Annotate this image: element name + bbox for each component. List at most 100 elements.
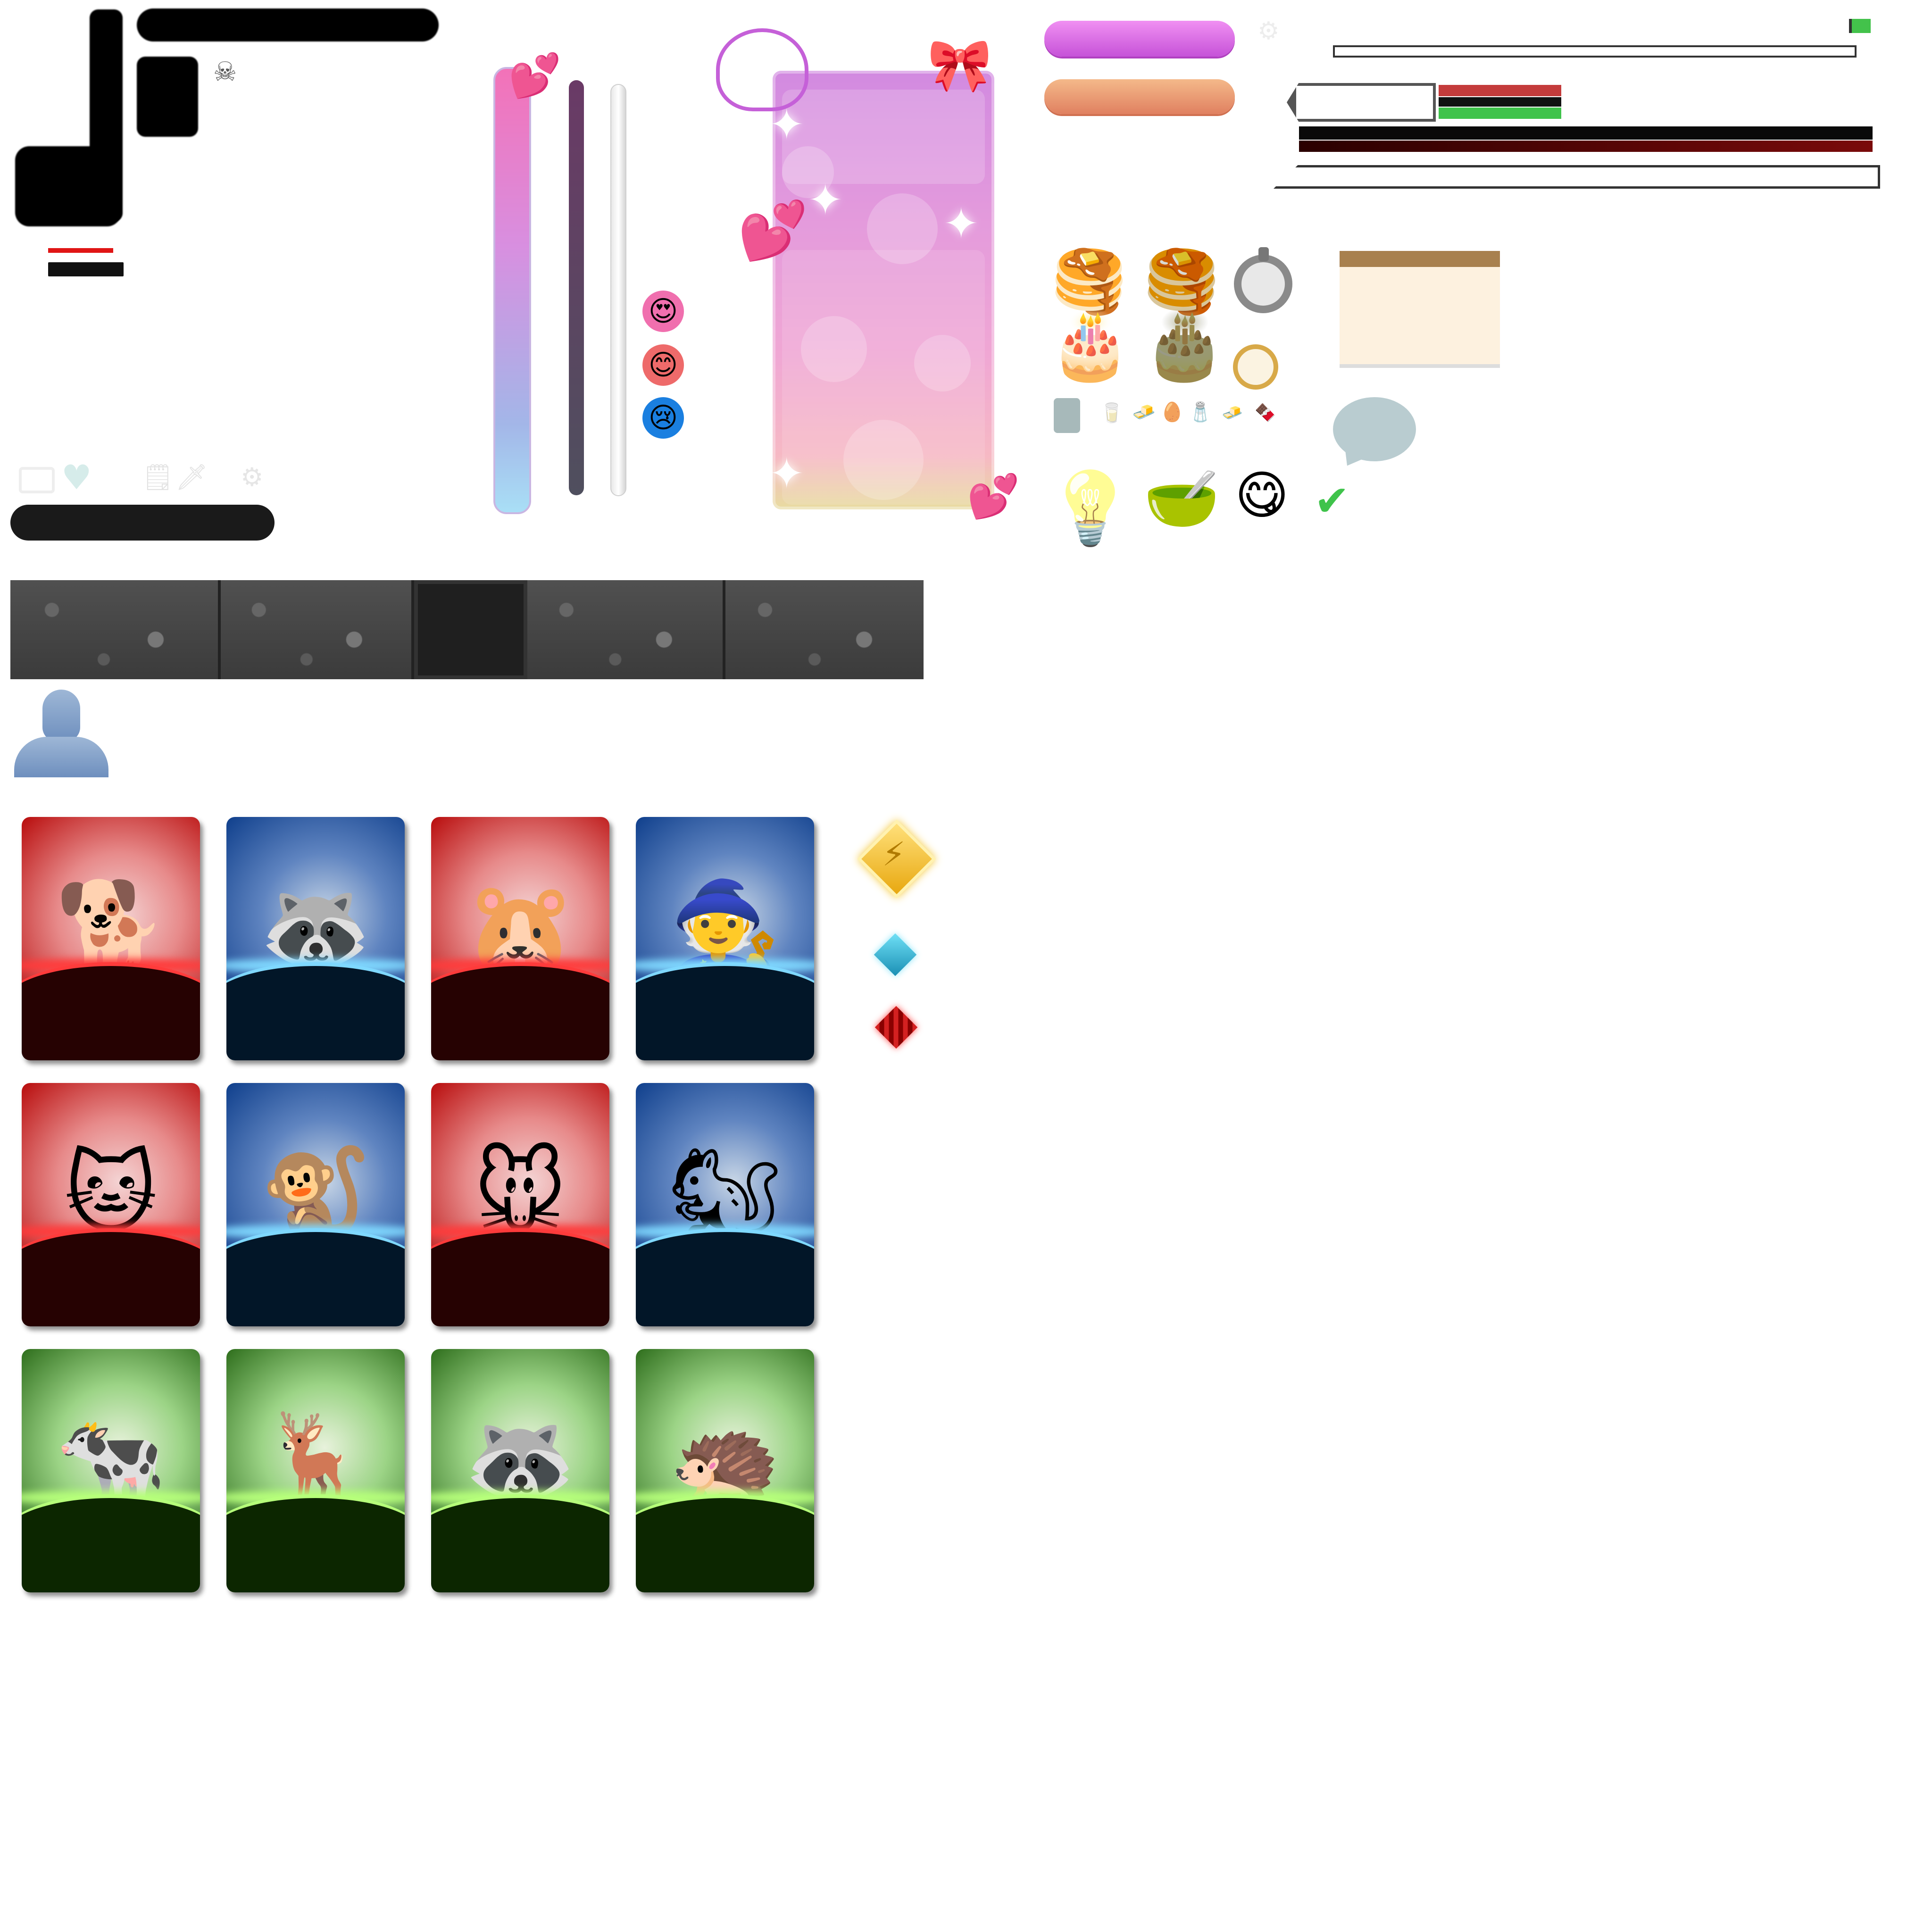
long-black-bar (1299, 126, 1873, 140)
dark-gauge (569, 80, 584, 495)
card-creature-figure: 🦌 (259, 1407, 372, 1512)
card-text-area (226, 962, 405, 1060)
red-line-bar (48, 248, 113, 253)
health-bar-black (1439, 97, 1561, 107)
gear-icon-faint: ⚙ (1257, 17, 1280, 45)
creature-card[interactable]: 🦌 (226, 1349, 405, 1592)
emoji-sad-button[interactable]: 😢 (642, 397, 684, 439)
creature-card[interactable]: 🦝 (431, 1349, 609, 1592)
creature-card[interactable]: 🐄 (22, 1349, 200, 1592)
creature-card[interactable]: 🧙 (636, 817, 814, 1060)
card-creature-figure: 🐒 (259, 1141, 372, 1246)
stone-slot-1[interactable] (10, 580, 221, 679)
card-text-area (22, 1228, 200, 1326)
creature-card[interactable]: 🐕 (22, 817, 200, 1060)
pink-blue-gauge (493, 67, 531, 514)
white-gauge (610, 84, 626, 496)
card-text-area (226, 1228, 405, 1326)
sword-icon[interactable]: 🗡 (175, 462, 208, 492)
red-gem-icon[interactable] (874, 1006, 918, 1049)
avatar-silhouette-icon[interactable] (14, 690, 108, 777)
black-line-bar (48, 262, 124, 276)
redacted-title-stroke (137, 8, 439, 42)
card-creature-figure: 🐄 (55, 1407, 167, 1512)
heart-stickers: 💕 (508, 51, 562, 100)
stone-slot-3[interactable] (527, 580, 725, 679)
stone-slot-selected[interactable] (414, 580, 527, 679)
creature-card[interactable]: 🐒 (226, 1083, 405, 1326)
creature-card[interactable]: 🐿 (636, 1083, 814, 1326)
plate-icon[interactable] (1233, 344, 1278, 390)
emoji-tongue-icon[interactable]: 😋 (1235, 465, 1289, 525)
skull-icon: ☠ (213, 57, 237, 87)
gear-icon[interactable]: ⚙ (241, 462, 264, 492)
ingredient-chocolate-icon[interactable]: 🍫 (1255, 403, 1276, 423)
flag-icon (1849, 19, 1871, 33)
stone-slot-2[interactable] (221, 580, 414, 679)
heart-icon[interactable]: ♥ (61, 458, 92, 497)
heart-sticker-left: 💕 (738, 198, 808, 264)
ingredient-milk-icon[interactable]: 🥛 (1100, 402, 1124, 424)
pink-dialog-panel (773, 71, 994, 509)
frying-pan-handle (1258, 247, 1269, 261)
creature-card[interactable]: 🐭 (431, 1083, 609, 1326)
redacted-square-block (137, 57, 198, 137)
stone-slot-4[interactable] (725, 580, 924, 679)
cake-chocolate-icon[interactable]: 🎂 (1143, 307, 1226, 383)
card-text-area (431, 962, 609, 1060)
creature-card[interactable]: 🦔 (636, 1349, 814, 1592)
creature-card[interactable]: 🦝 (226, 817, 405, 1060)
orange-pill-button[interactable] (1044, 79, 1235, 114)
card-text-area (431, 1228, 609, 1326)
card-text-area (226, 1494, 405, 1592)
ingredient-butter-stick-icon[interactable]: 🧈 (1222, 403, 1243, 423)
lightning-glyph: ⚡ (882, 835, 906, 874)
lightbulb-icon[interactable]: 💡 (1046, 467, 1134, 550)
heart-sticker-bottom: 💕 (967, 472, 1020, 521)
lightning-gem-icon[interactable]: ⚡ (857, 819, 936, 899)
speech-bubble-icon (1333, 397, 1416, 461)
card-creature-figure: 🐕 (55, 875, 167, 980)
blue-gem-icon[interactable] (874, 933, 917, 976)
card-text-area (636, 962, 814, 1060)
emoji-love-button[interactable]: 😍 (642, 291, 684, 332)
ingredient-salt-icon[interactable]: 🧂 (1189, 401, 1212, 423)
card-creature-figure: 🐿 (668, 1141, 782, 1246)
slanted-track (1274, 165, 1880, 189)
ingredient-egg-icon[interactable]: 🥚 (1160, 401, 1184, 423)
check-icon[interactable]: ✔ (1314, 476, 1350, 526)
creature-card[interactable]: 🐱 (22, 1083, 200, 1326)
sparkle-2: ✦ (808, 175, 843, 225)
recipe-card-panel (1340, 251, 1500, 368)
card-creature-figure: 🧙 (669, 875, 781, 980)
card-creature-figure: 🦝 (464, 1407, 576, 1512)
creature-card[interactable]: 🐹 (431, 817, 609, 1060)
card-text-area (22, 1494, 200, 1592)
card-creature-figure: 🐹 (464, 875, 576, 980)
tray-outline-icon[interactable] (19, 467, 55, 493)
emoji-happy-button[interactable]: 😊 (642, 344, 684, 386)
ingredient-butter-icon[interactable]: 🧈 (1132, 401, 1156, 423)
card-creature-figure: 🐱 (64, 1141, 158, 1246)
pink-pill-button[interactable] (1044, 21, 1235, 57)
card-creature-figure: 🐭 (473, 1141, 567, 1246)
black-pill-bar (10, 505, 275, 541)
heart-outline-decoration (716, 28, 808, 111)
health-bar-red (1439, 85, 1561, 96)
sparkle-4: ✦ (769, 449, 805, 499)
card-text-area (431, 1494, 609, 1592)
pancakes-syrup-icon[interactable]: 🥞 (1143, 245, 1220, 317)
card-creature-figure: 🦝 (259, 875, 372, 980)
note-icon[interactable]: 🗒 (142, 462, 174, 492)
long-dark-red-bar (1299, 141, 1873, 152)
card-text-area (22, 962, 200, 1060)
card-text-area (636, 1228, 814, 1326)
frying-pan-icon[interactable] (1234, 255, 1292, 313)
jar-icon[interactable] (1054, 398, 1080, 433)
redacted-base-block (15, 146, 121, 226)
card-creature-figure: 🦔 (669, 1407, 781, 1512)
pancakes-plain-icon[interactable]: 🥞 (1051, 245, 1127, 317)
health-bar-green (1439, 108, 1561, 119)
mixing-bowl-icon[interactable]: 🥣 (1143, 462, 1220, 534)
cake-pink-icon[interactable]: 🎂 (1049, 307, 1132, 383)
